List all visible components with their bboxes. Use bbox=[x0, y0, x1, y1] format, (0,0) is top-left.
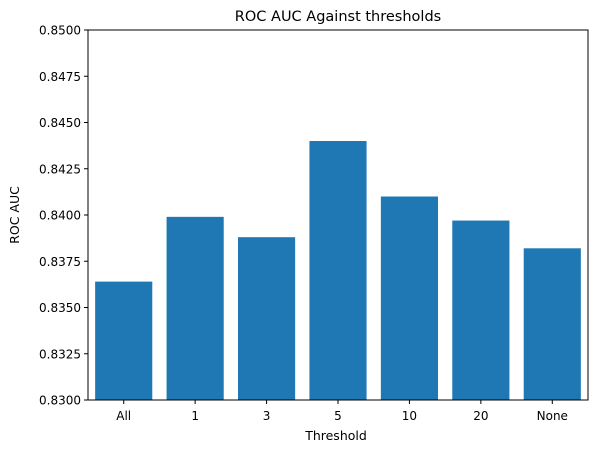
y-tick-label: 0.8300 bbox=[39, 394, 81, 408]
y-tick-label: 0.8400 bbox=[39, 209, 81, 223]
bar-1 bbox=[166, 216, 224, 400]
y-tick-label: 0.8325 bbox=[39, 347, 81, 361]
x-axis: All 1 3 5 10 20 None bbox=[116, 400, 568, 423]
y-tick-label: 0.8475 bbox=[39, 70, 81, 84]
x-tick-label: 20 bbox=[473, 409, 488, 423]
y-axis: 0.8300 0.8325 0.8350 0.8375 0.8400 0.8425 0.84… bbox=[39, 24, 88, 408]
y-tick-label: 0.8500 bbox=[39, 24, 81, 38]
y-tick-label: 0.8375 bbox=[39, 255, 81, 269]
x-tick-label: 1 bbox=[191, 409, 199, 423]
bar-3 bbox=[238, 237, 296, 400]
x-tick-label: 3 bbox=[263, 409, 271, 423]
bar-10 bbox=[380, 196, 438, 400]
bar-all bbox=[95, 281, 153, 400]
x-tick-label: 5 bbox=[334, 409, 342, 423]
y-axis-label: ROC AUC bbox=[7, 186, 22, 244]
x-tick-label: 10 bbox=[402, 409, 417, 423]
bars bbox=[95, 141, 581, 400]
bar-20 bbox=[452, 220, 510, 400]
y-tick-label: 0.8425 bbox=[39, 162, 81, 176]
y-tick-label: 0.8450 bbox=[39, 116, 81, 130]
y-tick-label: 0.8350 bbox=[39, 301, 81, 315]
x-tick-label: All bbox=[116, 409, 131, 423]
bar-none bbox=[523, 248, 581, 400]
chart-title: ROC AUC Against thresholds bbox=[235, 9, 441, 25]
bar-5 bbox=[309, 141, 367, 400]
x-tick-label: None bbox=[537, 409, 568, 423]
x-axis-label: Threshold bbox=[304, 428, 367, 443]
